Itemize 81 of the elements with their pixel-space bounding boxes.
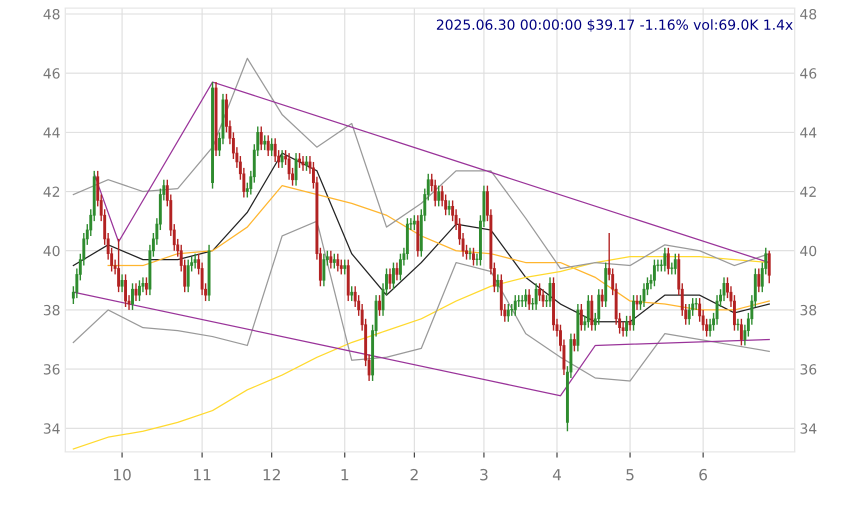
candlestick [520,294,524,308]
candlestick [625,315,628,338]
y-tick-label: 44 [44,128,60,138]
candlestick [280,149,284,169]
y-tick-label: 48 [44,8,60,20]
candlestick [329,250,332,270]
candlestick [138,280,141,302]
candlestick [336,253,340,272]
candlestick [186,258,190,293]
candlestick [332,253,336,270]
candlestick [534,282,538,311]
candlestick [757,268,760,293]
line-series [72,220,770,382]
candlestick [412,214,416,231]
y2-tick-label: 36 [800,364,816,375]
candlestick [448,200,451,216]
candlestick [468,247,472,260]
y2-tick-label: 38 [800,304,816,316]
candlestick [270,138,274,157]
candlestick [636,294,638,311]
x-tick-label: 1 [342,469,348,480]
candlestick [134,282,138,302]
candlestick [572,332,576,352]
x-tick-label: 10 [114,468,131,480]
candlestick [586,294,590,328]
candlestick [194,253,197,270]
line-series [72,292,770,396]
candlestick [652,258,656,287]
candlestick [670,262,674,276]
x-tick-label: 6 [699,468,708,480]
candlestick [632,294,636,332]
x-tick-label: 5 [626,469,634,480]
x-tick-label: 12 [264,468,280,480]
candlestick [305,155,308,172]
candlestick [514,294,517,317]
candlestick [580,303,583,332]
y2-tick-label: 46 [800,68,816,79]
candlestick [294,152,298,186]
candlestick [124,274,128,308]
y-tick-label: 38 [44,304,60,316]
candlestick [472,247,475,266]
candlestick [663,247,666,272]
candlestick [302,155,304,172]
x-tick-label: 2 [410,468,418,480]
candlestick [628,315,632,332]
y-tick-label: 36 [44,364,60,375]
candlestick [590,294,594,332]
candlestick [144,276,148,296]
candlestick [740,318,743,346]
candlestick [388,268,392,290]
text: 2025.06.30 00:00:00 $39.17 -1.16% vol:69.0K 1.4x [436,19,793,32]
y2-tick-label: 44 [800,128,816,138]
y-tick-label: 42 [44,186,60,197]
y-tick-label: 40 [44,246,60,256]
candlestick [120,274,124,293]
y2-tick-label: 48 [800,8,816,20]
y2-tick-label: 40 [800,246,816,256]
y2-tick-label: 42 [800,186,816,197]
candlestick [266,134,270,157]
candlestick [131,282,134,311]
candlestick [666,247,670,276]
candlestick [437,184,440,208]
candlestick [524,288,528,308]
x-tick-label: 4 [552,469,561,480]
y-tick-label: 46 [44,68,60,79]
candlestick [343,258,346,276]
candlestick [736,318,740,332]
candlestick [322,253,326,287]
candlestick [395,262,398,282]
y-tick-label: 34 [44,423,60,434]
candlestick [392,262,395,290]
y2-tick-label: 34 [800,423,816,434]
candlestick [298,152,301,169]
candlestick [548,276,552,308]
x-tick-label: 11 [194,469,210,480]
candlestick [378,294,382,317]
candlestick [674,253,677,276]
candlestick [528,288,531,311]
x-tick-label: 3 [480,468,488,480]
candlestick [117,238,120,293]
candlestick [496,274,500,293]
